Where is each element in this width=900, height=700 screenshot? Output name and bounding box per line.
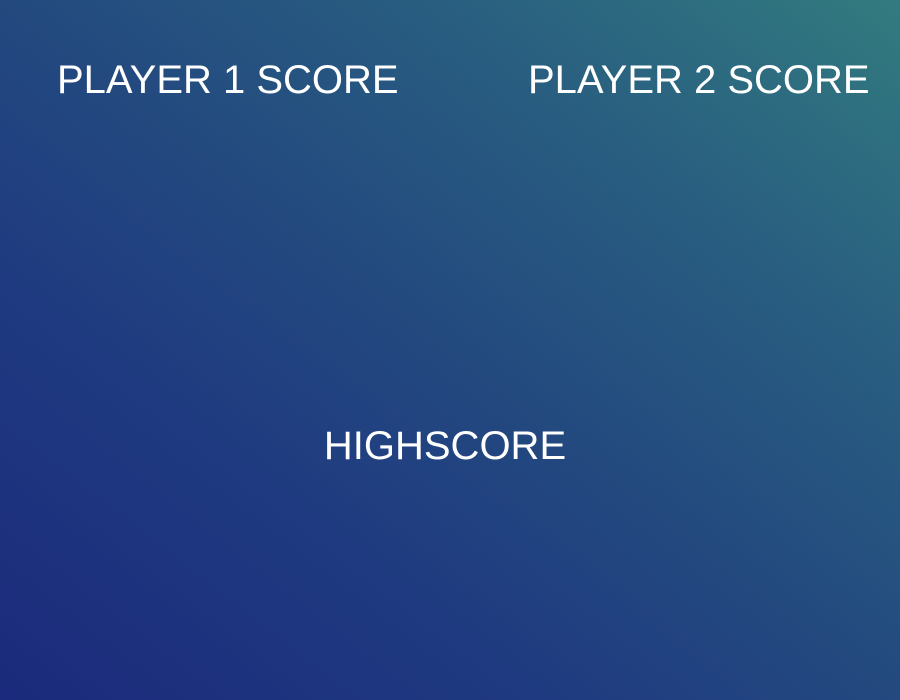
player2-score-label: PLAYER 2 SCORE [528, 58, 870, 102]
player1-score-label: PLAYER 1 SCORE [57, 58, 399, 102]
highscore-label: HIGHSCORE [323, 424, 567, 468]
